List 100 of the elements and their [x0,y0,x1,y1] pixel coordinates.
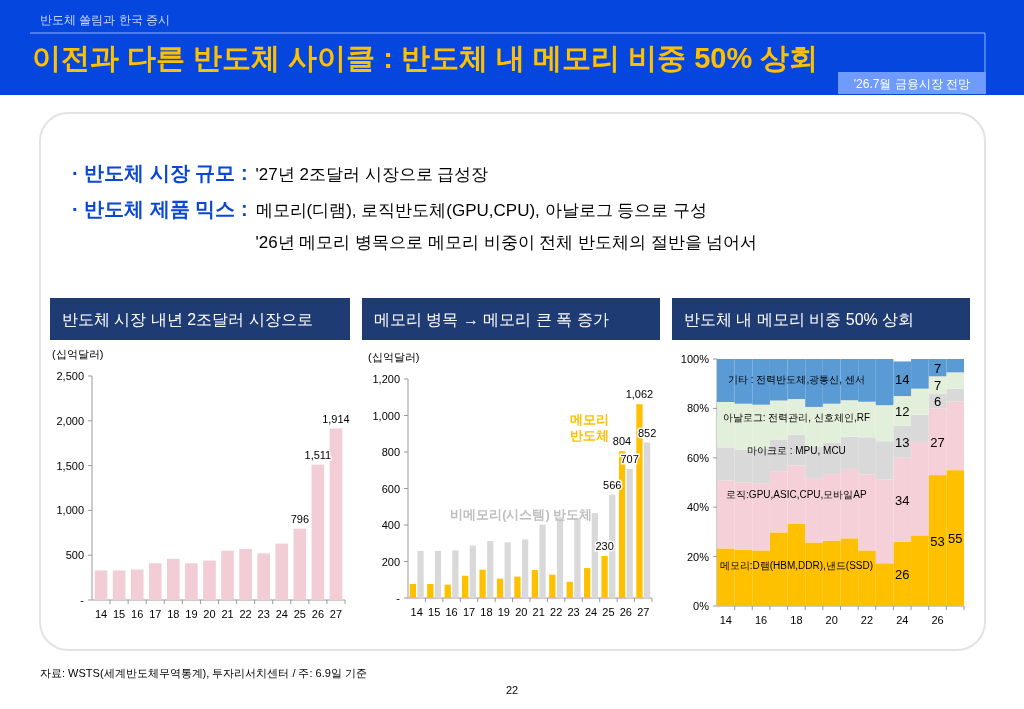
data-label: 230 [595,540,614,553]
text: 반도체 쏠림과 한국 증시 [40,13,171,27]
bar [496,578,504,598]
series-label: 비메모리(시스템) 반도체 [450,507,593,523]
text: · 반도체 제품 믹스 : [72,198,248,220]
bar [167,558,180,600]
bar [462,575,469,598]
x-tick-label: 16 [131,608,144,620]
y-tick-label: 200 [381,555,400,568]
x-tick-label: 19 [185,608,198,620]
data-label: 796 [290,512,309,525]
series-label: 메모리 반도체 [569,412,609,444]
y-tick-label: 1,000 [56,504,84,517]
y-tick-label: 1,500 [56,459,84,472]
x-tick-label: 20 [825,614,838,626]
x-tick-label: 22 [860,614,874,626]
bar [417,550,424,598]
x-tick-label: 25 [602,606,615,618]
bar [539,524,546,598]
bar [479,569,486,598]
y-tick-label: 2,500 [56,370,84,382]
bar [469,545,476,598]
y-tick-label: 800 [381,446,400,458]
x-tick-label: 18 [480,606,493,618]
x-tick-label: 14 [410,606,423,618]
bar [601,556,608,598]
data-label: 6 [933,393,942,409]
y-tick-label: 60% [686,451,710,464]
x-tick-label: 22 [550,606,563,618]
data-label: 55 [947,531,963,547]
text: '27년 2조달러 시장으로 급성장 [255,165,489,184]
data-label: 26 [895,566,910,582]
bar [311,464,325,600]
bar [566,581,573,598]
data-label: 804 [612,435,632,448]
bar [444,584,451,598]
bar [409,583,417,598]
x-tick-label: 15 [112,608,126,620]
chart-title: 반도체 시장 내년 2조달러 시장으로 [62,311,313,328]
x-tick-label: 20 [515,606,528,618]
bar [514,576,521,598]
bar [293,528,307,600]
y-tick-label: - [80,594,85,606]
x-tick-label: 19 [497,606,510,618]
x-tick-label: 21 [532,606,545,618]
y-axis-title: (십억달러) [52,348,104,360]
y-tick-label: 0% [693,600,710,612]
y-tick-label: 400 [381,519,400,531]
bar [203,560,216,600]
y-tick-label: 40% [686,501,710,514]
bar [504,542,511,598]
data-label: 1,062 [625,388,654,401]
x-tick-label: 26 [311,608,325,620]
series-label: 기타 : 전력반도체,광통신, 센서 [728,374,865,386]
data-label: 7 [933,377,942,393]
bar [185,563,198,600]
x-tick-label: 22 [239,608,252,620]
y-tick-label: 1,200 [372,373,400,385]
x-tick-label: 23 [257,608,270,620]
y-tick-label: 100% [680,353,710,365]
chart-title: 메모리 병목 → 메모리 큰 폭 증가 [374,311,609,328]
x-tick-label: 26 [931,614,944,626]
data-label: 12 [895,403,910,419]
bar [221,550,234,600]
bar [487,541,494,598]
text: 메모리(디램), 로직반도체(GPU,CPU), 아날로그 등으로 구성 [255,201,707,220]
x-tick-label: 24 [896,614,909,626]
bar [239,548,252,600]
bar [584,568,591,598]
x-tick-label: 16 [445,606,458,618]
bar [148,563,162,600]
bar [434,550,442,598]
y-tick-label: 500 [65,549,84,562]
x-tick-label: 27 [329,608,343,620]
x-tick-label: 27 [637,606,650,618]
y-tick-label: 20% [686,550,710,563]
x-tick-label: 17 [149,608,162,620]
x-tick-label: 16 [754,614,768,626]
data-label: 13 [895,434,910,450]
series-label: 메모리:D램(HBM,DDR),낸드(SSD) [719,559,874,571]
x-tick-label: 18 [167,608,180,620]
data-label: 1,511 [304,448,332,461]
chart-title: 반도체 내 메모리 비중 50% 상회 [684,311,915,328]
text: '26년 메모리 병목으로 메모리 비중이 전체 반도체의 절반을 넘어서 [255,233,758,252]
series-label: 로직:GPU,ASIC,CPU,모바일AP [726,489,868,501]
text: · 반도체 시장 규모 : [72,162,248,184]
x-tick-label: 17 [462,606,476,618]
bar [427,583,434,598]
bar [112,570,126,600]
data-label: 53 [930,533,945,549]
x-tick-label: 24 [275,608,288,620]
x-tick-label: 21 [221,608,234,620]
bar [521,539,529,598]
data-label: 34 [895,492,910,508]
data-label: 14 [895,371,910,387]
data-label: 1,914 [322,412,350,425]
series-label: 마이크로 : MPU, MCU [746,445,846,457]
y-tick-label: 2,000 [56,414,84,427]
bar [643,442,651,598]
bar [94,570,108,600]
